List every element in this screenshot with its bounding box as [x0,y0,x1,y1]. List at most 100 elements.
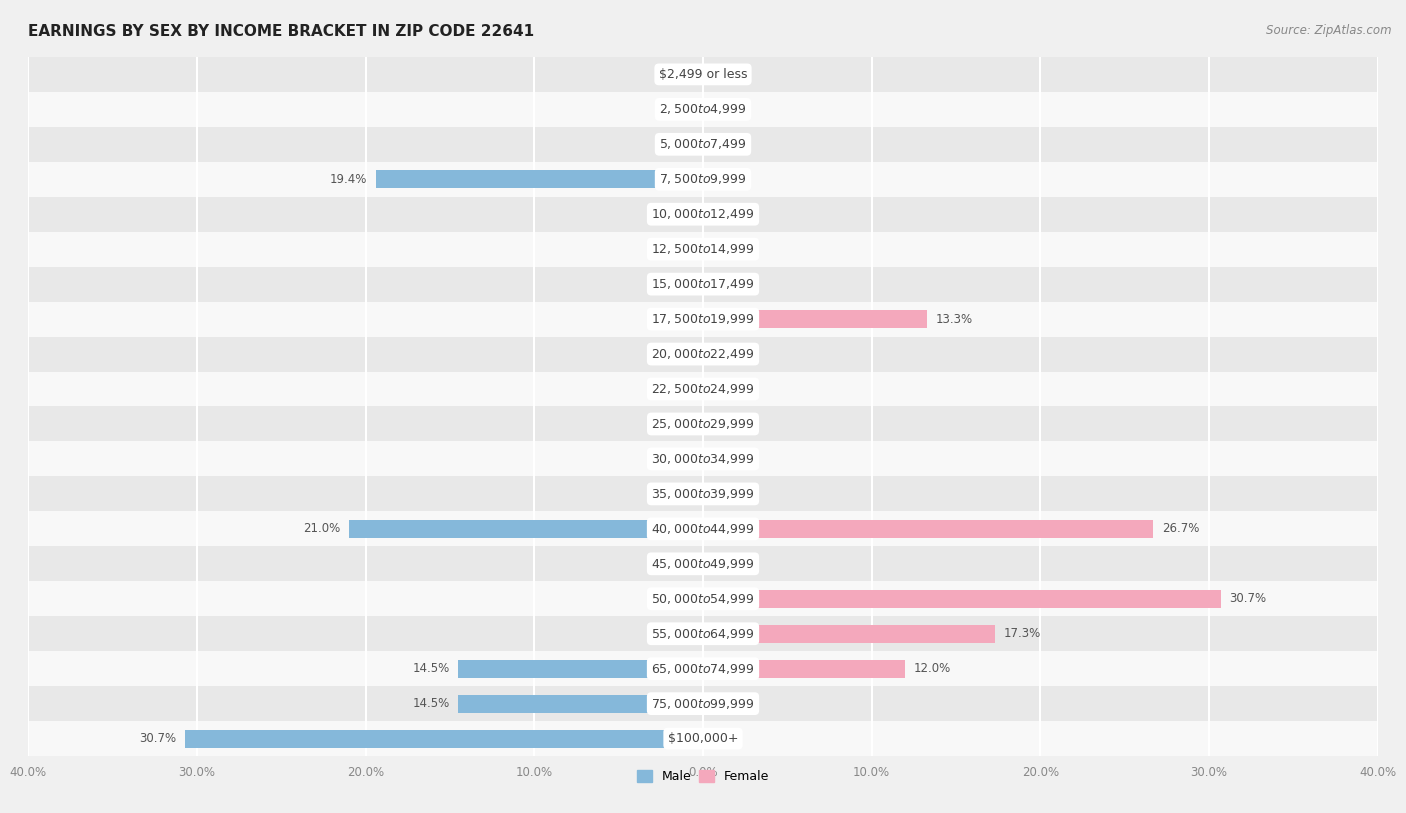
Text: 0.0%: 0.0% [711,453,741,465]
Text: $12,500 to $14,999: $12,500 to $14,999 [651,242,755,256]
Text: 0.0%: 0.0% [665,243,695,255]
Text: 19.4%: 19.4% [330,173,367,185]
Bar [703,380,709,398]
Bar [703,275,709,293]
Bar [28,651,1378,686]
Bar [28,57,1378,92]
Text: 12.0%: 12.0% [914,663,950,675]
Bar [703,310,928,328]
Bar [703,659,905,678]
Text: 0.0%: 0.0% [665,278,695,290]
Bar [703,240,709,259]
Text: 14.5%: 14.5% [413,663,450,675]
Text: 21.0%: 21.0% [304,523,340,535]
Bar [28,406,1378,441]
Bar [697,240,703,259]
Text: $45,000 to $49,999: $45,000 to $49,999 [651,557,755,571]
Text: 0.0%: 0.0% [665,68,695,80]
Bar [703,589,1220,608]
Text: 0.0%: 0.0% [711,243,741,255]
Text: 0.0%: 0.0% [711,68,741,80]
Text: 26.7%: 26.7% [1161,523,1199,535]
Text: $50,000 to $54,999: $50,000 to $54,999 [651,592,755,606]
Text: $10,000 to $12,499: $10,000 to $12,499 [651,207,755,221]
Text: $30,000 to $34,999: $30,000 to $34,999 [651,452,755,466]
Bar [697,485,703,503]
Bar [697,589,703,608]
Text: EARNINGS BY SEX BY INCOME BRACKET IN ZIP CODE 22641: EARNINGS BY SEX BY INCOME BRACKET IN ZIP… [28,24,534,39]
Bar [703,100,709,119]
Bar [28,92,1378,127]
Text: 0.0%: 0.0% [711,138,741,150]
Text: 0.0%: 0.0% [711,208,741,220]
Bar [697,310,703,328]
Text: 0.0%: 0.0% [711,173,741,185]
Bar [703,450,709,468]
Text: $2,500 to $4,999: $2,500 to $4,999 [659,102,747,116]
Bar [28,581,1378,616]
Text: 0.0%: 0.0% [665,383,695,395]
Text: 0.0%: 0.0% [665,558,695,570]
Bar [697,345,703,363]
Text: 0.0%: 0.0% [711,733,741,745]
Bar [697,100,703,119]
Text: 0.0%: 0.0% [711,383,741,395]
Text: $15,000 to $17,499: $15,000 to $17,499 [651,277,755,291]
Bar [28,267,1378,302]
Text: $100,000+: $100,000+ [668,733,738,745]
Bar [28,686,1378,721]
Bar [703,520,1153,538]
Bar [28,616,1378,651]
Text: $2,499 or less: $2,499 or less [659,68,747,80]
Text: Source: ZipAtlas.com: Source: ZipAtlas.com [1267,24,1392,37]
Text: 0.0%: 0.0% [665,348,695,360]
Text: 0.0%: 0.0% [711,348,741,360]
Text: $65,000 to $74,999: $65,000 to $74,999 [651,662,755,676]
Bar [703,135,709,154]
Text: $35,000 to $39,999: $35,000 to $39,999 [651,487,755,501]
Text: 30.7%: 30.7% [139,733,177,745]
Bar [28,511,1378,546]
Bar [28,302,1378,337]
Text: $40,000 to $44,999: $40,000 to $44,999 [651,522,755,536]
Bar [703,729,709,748]
Bar [186,729,703,748]
Bar [28,337,1378,372]
Text: $22,500 to $24,999: $22,500 to $24,999 [651,382,755,396]
Text: 0.0%: 0.0% [665,138,695,150]
Bar [375,170,703,189]
Bar [703,694,709,713]
Text: 0.0%: 0.0% [711,698,741,710]
Bar [697,65,703,84]
Text: 0.0%: 0.0% [665,453,695,465]
Bar [697,415,703,433]
Bar [28,372,1378,406]
Bar [458,694,703,713]
Bar [349,520,703,538]
Text: 0.0%: 0.0% [665,103,695,115]
Bar [697,624,703,643]
Text: 0.0%: 0.0% [665,488,695,500]
Text: 30.7%: 30.7% [1229,593,1267,605]
Bar [28,546,1378,581]
Bar [28,162,1378,197]
Text: 0.0%: 0.0% [711,488,741,500]
Bar [703,554,709,573]
Bar [703,415,709,433]
Text: 0.0%: 0.0% [711,558,741,570]
Bar [28,197,1378,232]
Bar [697,554,703,573]
Text: 17.3%: 17.3% [1004,628,1040,640]
Text: 0.0%: 0.0% [711,418,741,430]
Bar [697,205,703,224]
Text: 0.0%: 0.0% [665,208,695,220]
Bar [703,205,709,224]
Bar [458,659,703,678]
Text: 0.0%: 0.0% [665,628,695,640]
Bar [697,380,703,398]
Text: $75,000 to $99,999: $75,000 to $99,999 [651,697,755,711]
Bar [703,624,995,643]
Bar [28,232,1378,267]
Text: 0.0%: 0.0% [711,103,741,115]
Bar [28,441,1378,476]
